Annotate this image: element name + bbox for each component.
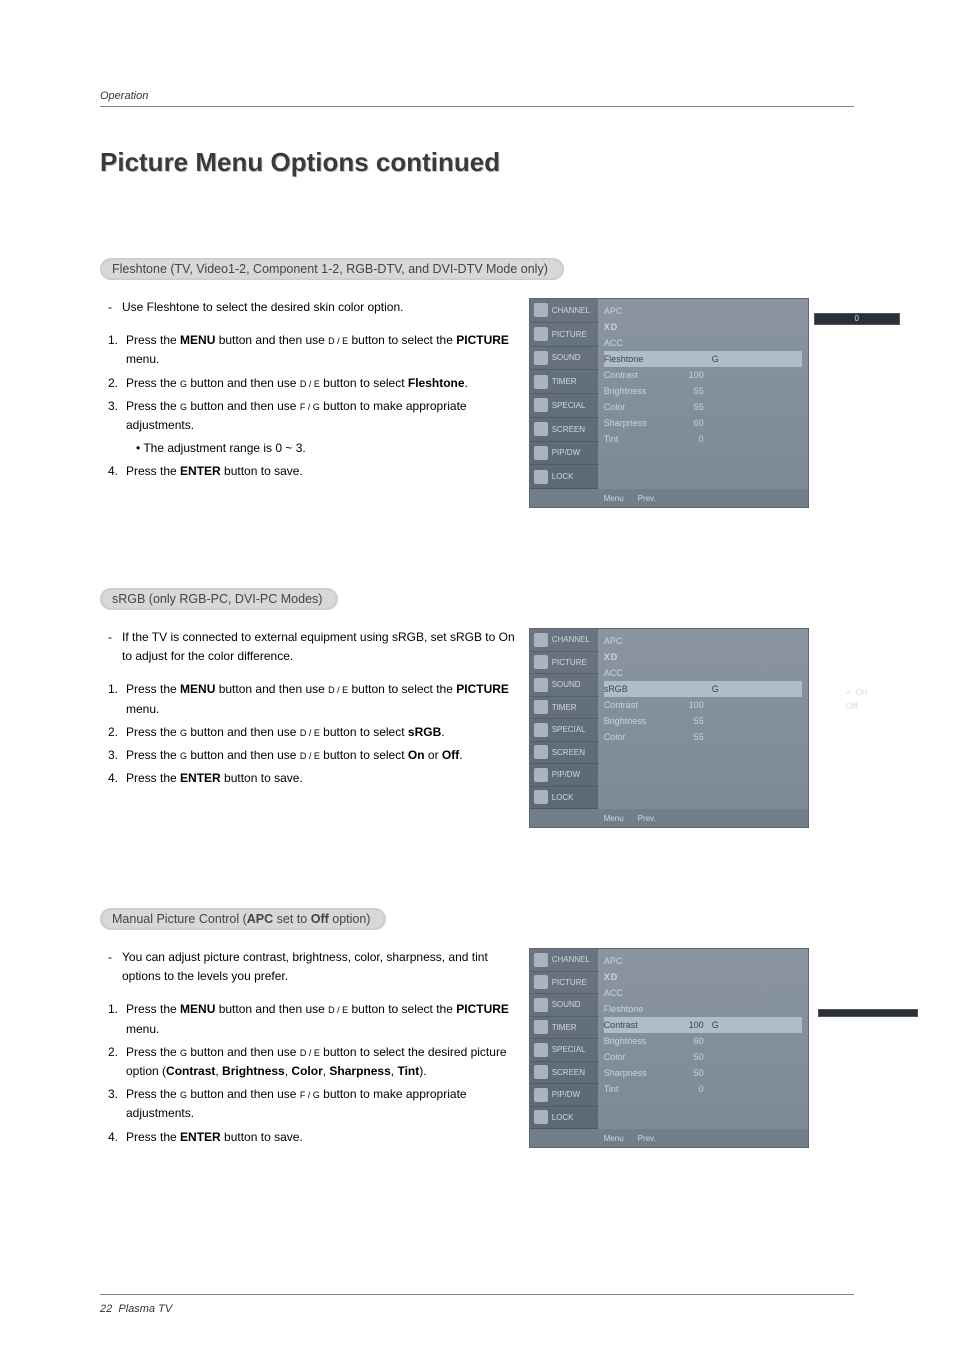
section-fleshtone: Fleshtone (TV, Video1-2, Component 1-2, …: [100, 258, 854, 508]
special-icon: [534, 398, 548, 412]
special-icon: [534, 1043, 548, 1057]
osd-screenshot: CHANNEL PICTURE SOUND TIMER SPECIAL SCRE…: [529, 298, 809, 508]
screen-icon: [534, 422, 548, 436]
section-heading: Manual Picture Control (APC set to Off o…: [100, 908, 386, 930]
text-column: -Use Fleshtone to select the desired ski…: [100, 298, 515, 486]
osd-slider-bar: [818, 1009, 918, 1017]
desc-text: You can adjust picture contrast, brightn…: [122, 948, 515, 986]
osd-options: On Off: [846, 687, 868, 715]
pip-icon: [534, 768, 548, 782]
page-footer: 22 Plasma TV: [100, 1303, 172, 1315]
lock-icon: [534, 790, 548, 804]
lock-icon: [534, 1110, 548, 1124]
osd-main: APC XD ACC sRGBG Contrast100 Brightness5…: [598, 629, 808, 809]
timer-icon: [534, 1020, 548, 1034]
screen-icon: [534, 745, 548, 759]
desc-text: Use Fleshtone to select the desired skin…: [122, 298, 403, 317]
sound-icon: [534, 351, 548, 365]
header-rule: [100, 106, 854, 107]
page-title: Picture Menu Options continued: [100, 147, 854, 178]
text-column: -You can adjust picture contrast, bright…: [100, 948, 515, 1151]
pip-icon: [534, 1088, 548, 1102]
sound-icon: [534, 998, 548, 1012]
section-heading: Fleshtone (TV, Video1-2, Component 1-2, …: [100, 258, 564, 280]
section-heading: sRGB (only RGB-PC, DVI-PC Modes): [100, 588, 338, 610]
section-manual: Manual Picture Control (APC set to Off o…: [100, 908, 854, 1151]
channel-icon: [534, 303, 548, 317]
channel-icon: [534, 633, 548, 647]
header-label: Operation: [100, 90, 854, 102]
timer-icon: [534, 700, 548, 714]
osd-main: APC XD ACC FleshtoneG Contrast100 Bright…: [598, 299, 808, 489]
text-column: -If the TV is connected to external equi…: [100, 628, 515, 792]
osd-sidebar: CHANNEL PICTURE SOUND TIMER SPECIAL SCRE…: [530, 949, 598, 1129]
osd-sidebar: CHANNEL PICTURE SOUND TIMER SPECIAL SCRE…: [530, 299, 598, 489]
picture-icon: [534, 655, 548, 669]
picture-icon: [534, 327, 548, 341]
osd-slider: 0: [814, 313, 900, 325]
screen-icon: [534, 1065, 548, 1079]
sound-icon: [534, 678, 548, 692]
osd-main: APC XD ACC Fleshtone Contrast100G Bright…: [598, 949, 808, 1129]
section-srgb: sRGB (only RGB-PC, DVI-PC Modes) -If the…: [100, 588, 854, 828]
desc-text: If the TV is connected to external equip…: [122, 628, 515, 666]
osd-screenshot: CHANNEL PICTURE SOUND TIMER SPECIAL SCRE…: [529, 628, 809, 828]
osd-sidebar: CHANNEL PICTURE SOUND TIMER SPECIAL SCRE…: [530, 629, 598, 809]
channel-icon: [534, 953, 548, 967]
osd-screenshot: CHANNEL PICTURE SOUND TIMER SPECIAL SCRE…: [529, 948, 809, 1148]
substep: • The adjustment range is 0 ~ 3.: [108, 439, 515, 458]
lock-icon: [534, 470, 548, 484]
pip-icon: [534, 446, 548, 460]
timer-icon: [534, 375, 548, 389]
footer-rule: [100, 1294, 854, 1295]
picture-icon: [534, 975, 548, 989]
special-icon: [534, 723, 548, 737]
